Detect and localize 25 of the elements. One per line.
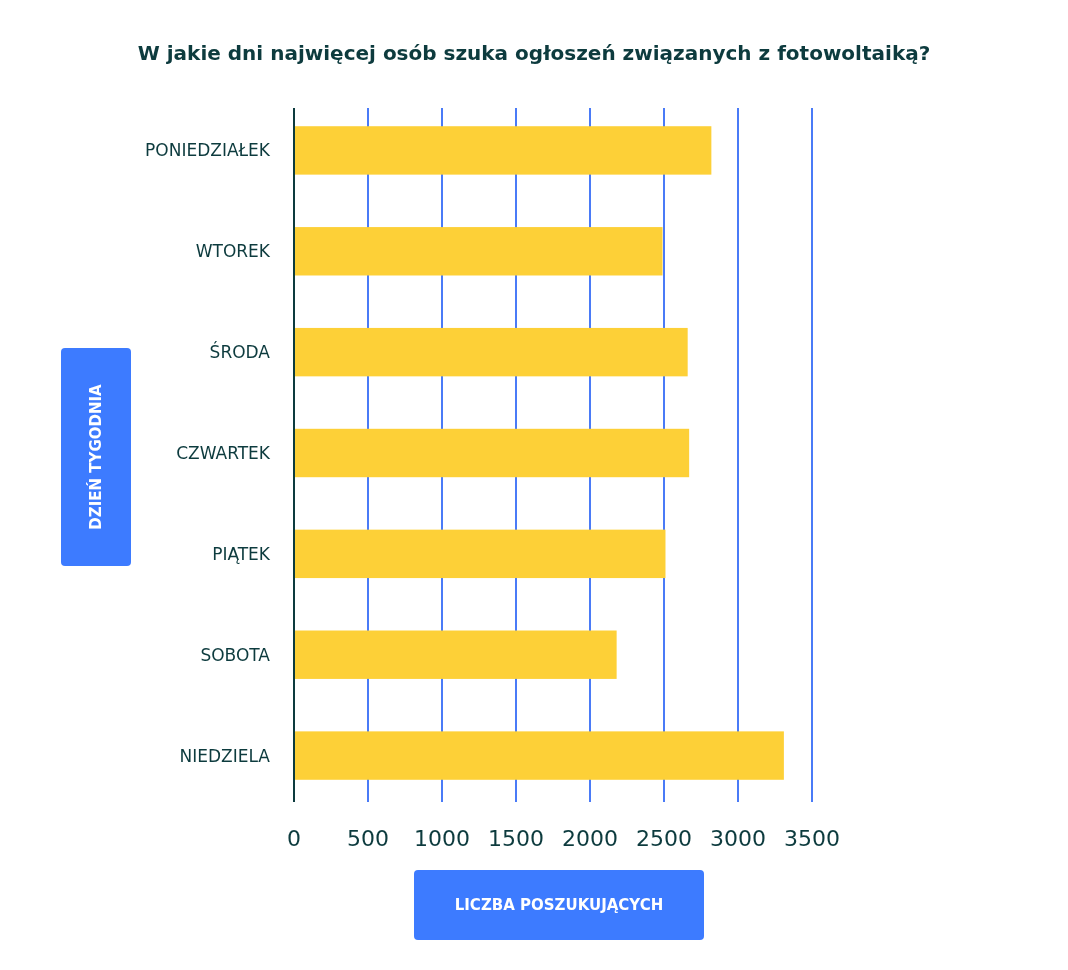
x-tick-label: 500 xyxy=(347,826,389,851)
bar xyxy=(294,126,712,175)
x-tick-label: 3500 xyxy=(784,826,840,851)
bar xyxy=(294,327,688,377)
bar xyxy=(294,529,666,579)
x-axis-title: LICZBA POSZUKUJĄCYCH xyxy=(454,896,664,915)
bar xyxy=(294,630,617,679)
y-tick-label: WTOREK xyxy=(195,241,271,262)
bar xyxy=(294,428,690,478)
bar xyxy=(294,227,663,276)
x-tick-label: 3000 xyxy=(710,826,766,851)
chart-title: W jakie dni najwięcej osób szuka ogłoszeń związanych z fotowoltaiką? xyxy=(137,41,931,65)
x-tick-label: 2000 xyxy=(562,826,618,851)
x-tick-label: 0 xyxy=(287,826,301,851)
bar xyxy=(294,731,784,780)
x-tick-label: 1000 xyxy=(414,826,470,851)
y-axis-title: DZIEŃ TYGODNIA xyxy=(86,383,106,530)
x-tick-label: 1500 xyxy=(488,826,544,851)
y-tick-label: PIĄTEK xyxy=(212,543,271,564)
x-tick-label: 2500 xyxy=(636,826,692,851)
y-tick-label: ŚRODA xyxy=(209,341,271,363)
y-tick-label: SOBOTA xyxy=(200,644,271,665)
y-tick-label: NIEDZIELA xyxy=(179,745,271,766)
y-tick-label: CZWARTEK xyxy=(176,442,271,463)
y-tick-label: PONIEDZIAŁEK xyxy=(145,140,271,161)
